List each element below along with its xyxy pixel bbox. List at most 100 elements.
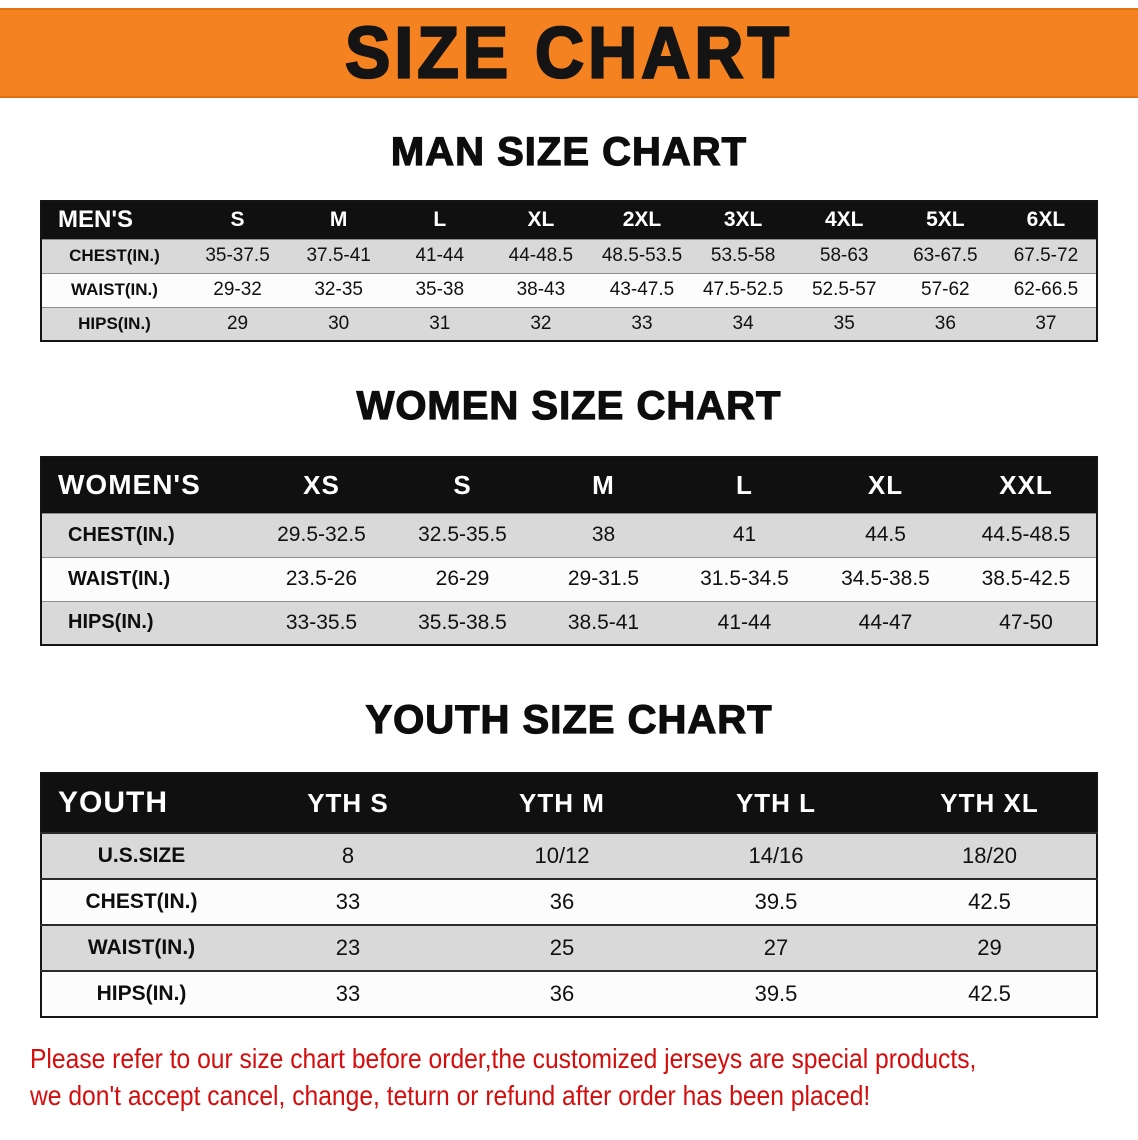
size-value: 32-35	[314, 279, 363, 300]
disclaimer: Please refer to our size chart before or…	[30, 1040, 1138, 1114]
row-label: HIPS(IN.)	[78, 313, 151, 333]
size-column-header: 3XL	[692, 201, 794, 239]
size-column-header: YTH XL	[883, 773, 1097, 833]
size-value: 38.5-41	[567, 610, 640, 634]
size-value: 8	[341, 843, 355, 868]
size-value: 32.5-35.5	[418, 523, 507, 546]
size-value: 29-31.5	[567, 567, 640, 590]
size-value: 58-63	[819, 245, 869, 266]
size-value: 48.5-53.5	[601, 245, 683, 266]
size-value: 41-44	[717, 610, 772, 634]
size-value: 38	[591, 523, 616, 546]
size-value: 29.5-32.5	[277, 523, 366, 546]
size-column-header: XL	[815, 457, 956, 513]
size-value: 36	[549, 981, 575, 1006]
size-column-header: YTH M	[455, 773, 669, 833]
size-value: 44-48.5	[508, 245, 574, 266]
header-row: YOUTH YTH S YTH M YTH L YTH XL	[41, 773, 1097, 833]
size-value: 44.5	[865, 523, 906, 546]
size-value: 35-38	[415, 279, 465, 300]
youth-size-table: YOUTH YTH S YTH M YTH L YTH XL U.S.SIZE 8 10/12…	[40, 772, 1098, 1018]
size-value: 38-43	[516, 279, 566, 300]
size-value: 14/16	[748, 843, 804, 868]
size-value: 43-47.5	[609, 279, 675, 300]
size-value: 38.5-42.5	[981, 567, 1071, 590]
size-column-header: 2XL	[591, 201, 693, 239]
page-title: SIZE CHART	[344, 12, 793, 94]
size-value: 31.5-34.5	[700, 567, 789, 590]
size-column-header: L	[674, 457, 815, 513]
size-column-header: XL	[490, 201, 592, 239]
youth-section-heading: YOUTH SIZE CHART	[365, 697, 773, 742]
size-value: 29-32	[213, 279, 262, 300]
men-size-table: MEN'S S M L XL 2XL 3XL 4XL 5XL 6XL CHEST(IN.) 35-37…	[40, 200, 1098, 342]
size-value: 67.5-72	[1013, 245, 1079, 266]
size-value: 57-62	[921, 279, 970, 300]
size-value: 47.5-52.5	[702, 279, 784, 300]
row-label: CHEST(IN.)	[85, 890, 198, 913]
size-value: 44-47	[858, 610, 913, 634]
size-value: 33	[335, 889, 361, 914]
row-label: HIPS(IN.)	[68, 611, 154, 634]
size-value: 25	[549, 935, 575, 960]
men-section-heading: MAN SIZE CHART	[390, 129, 748, 174]
size-value: 39.5	[754, 981, 798, 1006]
size-value: 23	[335, 935, 361, 960]
measurement-row: CHEST(IN.) 35-37.5 37.5-41 41-44 44-48.5 48.5…	[41, 239, 1097, 273]
table-title-cell: YOUTH	[41, 773, 241, 833]
header-row: WOMEN'S XS S M L XL XXL	[41, 457, 1097, 513]
women-section-heading: WOMEN SIZE CHART	[356, 383, 782, 428]
measurement-row: HIPS(IN.) 29 30 31 32 33 34 35 36 37	[41, 307, 1097, 341]
size-value: 41-44	[415, 245, 465, 266]
size-column-header: 4XL	[793, 201, 895, 239]
header-row: MEN'S S M L XL 2XL 3XL 4XL 5XL 6XL	[41, 201, 1097, 239]
row-label: U.S.SIZE	[97, 844, 186, 867]
row-label: WAIST(IN.)	[68, 567, 171, 590]
size-column-header: M	[288, 201, 390, 239]
measurement-row: HIPS(IN.) 33 36 39.5 42.5	[41, 971, 1097, 1017]
size-value: 37	[1035, 312, 1057, 334]
size-column-header: XXL	[956, 457, 1097, 513]
size-value: 63-67.5	[913, 245, 978, 266]
size-value: 34	[732, 312, 754, 334]
size-value: 42.5	[968, 889, 1011, 914]
measurement-row: WAIST(IN.) 23.5-26 26-29 29-31.5 31.5-34.5 34…	[41, 557, 1097, 601]
measurement-row: HIPS(IN.) 33-35.5 35.5-38.5 38.5-41 41-44 44-…	[41, 601, 1097, 645]
size-value: 35-37.5	[205, 245, 270, 266]
measurement-row: WAIST(IN.) 29-32 32-35 35-38 38-43 43-47.5 47.…	[41, 273, 1097, 307]
size-value: 39.5	[754, 889, 798, 914]
size-value: 18/20	[961, 843, 1018, 868]
size-column-header: 6XL	[995, 201, 1097, 239]
size-value: 44.5-48.5	[981, 523, 1071, 546]
size-value: 47-50	[999, 610, 1053, 634]
row-label: WAIST(IN.)	[71, 280, 158, 299]
size-value: 26-29	[435, 567, 490, 590]
row-label: WAIST(IN.)	[87, 936, 196, 959]
size-value: 33-35.5	[285, 610, 358, 634]
disclaimer-line-2: we don't accept cancel, change, teturn o…	[30, 1080, 871, 1111]
table-title-cell: MEN'S	[41, 201, 187, 239]
size-value: 37.5-41	[306, 245, 371, 266]
size-value: 53.5-58	[710, 245, 776, 266]
size-value: 34.5-38.5	[841, 567, 930, 590]
size-column-header: L	[389, 201, 491, 239]
size-value: 42.5	[968, 981, 1011, 1006]
size-column-header: YTH S	[241, 773, 455, 833]
size-value: 30	[328, 312, 350, 334]
measurement-row: CHEST(IN.) 33 36 39.5 42.5	[41, 879, 1097, 925]
size-value: 29	[977, 935, 1002, 960]
disclaimer-line-1: Please refer to our size chart before or…	[30, 1043, 977, 1074]
size-value: 36	[549, 889, 575, 914]
row-label: CHEST(IN.)	[68, 523, 175, 546]
size-value: 33	[631, 312, 653, 334]
men-size-chart-section: MAN SIZE CHART MEN'S S M L XL 2XL 3XL 4XL 5XL 6XL…	[0, 128, 1138, 342]
size-value: 23.5-26	[285, 567, 358, 590]
size-column-header: 5XL	[894, 201, 996, 239]
size-value: 35.5-38.5	[418, 610, 507, 634]
size-value: 10/12	[534, 843, 590, 868]
row-label: CHEST(IN.)	[69, 246, 160, 265]
banner: SIZE CHART	[0, 8, 1138, 98]
measurement-row: CHEST(IN.) 29.5-32.5 32.5-35.5 38 41 44.5 44.5…	[41, 513, 1097, 557]
size-value: 33	[335, 981, 361, 1006]
size-value: 31	[429, 312, 451, 334]
